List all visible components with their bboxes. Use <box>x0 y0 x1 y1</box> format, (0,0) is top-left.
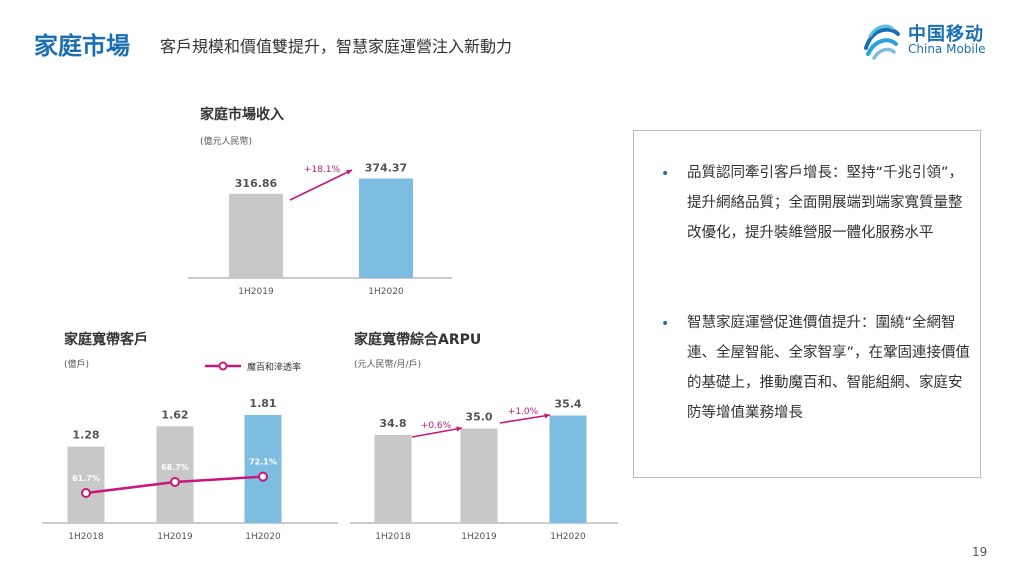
bar <box>229 193 283 278</box>
bar-value-label: 35.0 <box>465 411 492 424</box>
growth-arrow-2 <box>499 414 551 424</box>
growth-label-1: +0.6% <box>421 421 452 431</box>
arpu-chart-title: 家庭寬帶綜合ARPU <box>354 332 482 348</box>
bar-value-label: 34.8 <box>379 417 406 430</box>
legend-marker <box>218 361 228 371</box>
bar-value-label: 374.37 <box>365 161 407 174</box>
logo-text-cn: 中国移动 <box>908 24 984 45</box>
broadband-chart: 1.28 1H2018 1.62 1H2019 1.81 1H2020 61.7% 68.7%… <box>42 397 338 542</box>
x-tick-label: 1H2018 <box>375 532 411 542</box>
x-tick-label: 1H2019 <box>157 532 193 542</box>
bar-value-label: 316.86 <box>235 177 278 190</box>
bar-value-label: 1.28 <box>72 429 99 442</box>
penetration-label: 72.1% <box>249 458 277 467</box>
broadband-legend: 魔百和滲透率 <box>205 361 301 373</box>
x-tick-label: 1H2020 <box>550 532 586 542</box>
bar <box>244 414 282 523</box>
revenue-chart: 316.86 1H2019 374.37 1H2020 +18.1% <box>188 161 452 297</box>
growth-arrow-1-head <box>456 426 462 432</box>
revenue-chart-title: 家庭市場收入 <box>200 107 284 123</box>
x-tick-label: 1H2020 <box>368 287 404 297</box>
growth-arrow-head <box>346 170 352 175</box>
bar-value-label: 1.81 <box>249 397 276 410</box>
growth-label: +18.1% <box>304 165 341 175</box>
logo-mark-icon <box>864 24 900 60</box>
bar <box>460 428 498 523</box>
penetration-point <box>81 488 91 498</box>
bar <box>359 178 413 278</box>
bullet-text: 品質認同牽引客戶增長：堅持“千兆引領”，提升網絡品質；全面開展端到端家寬質量整改… <box>687 165 964 241</box>
growth-label-2: +1.0% <box>508 407 539 417</box>
page-number: 19 <box>972 545 988 559</box>
logo-text-en: China Mobile <box>908 42 986 56</box>
page-title: 家庭市場 <box>34 32 130 60</box>
x-tick-label: 1H2020 <box>245 532 281 542</box>
arpu-chart-unit: (元人民幣/月/戶) <box>354 360 422 370</box>
bar <box>156 426 194 523</box>
x-tick-label: 1H2019 <box>461 532 497 542</box>
arpu-chart: 34.8 1H2018 35.0 1H2019 35.4 1H2020 +0.6% +1.0% <box>350 398 618 542</box>
x-tick-label: 1H2019 <box>238 287 274 297</box>
bar-value-label: 35.4 <box>554 398 581 411</box>
bullet-text: 智慧家庭運營促進價值提升：圍繞“全網智連、全屋智能、全家智享”，在鞏固連接價值的… <box>687 315 971 421</box>
growth-arrow-1 <box>411 427 463 438</box>
penetration-label: 61.7% <box>72 474 100 483</box>
bar <box>549 415 587 523</box>
bullet-marker: • <box>661 166 670 182</box>
china-mobile-logo: 中国移动 China Mobile <box>860 18 1000 62</box>
penetration-label: 68.7% <box>161 463 189 472</box>
broadband-chart-title: 家庭寬帶客戶 <box>64 332 148 348</box>
highlights-box: • 品質認同牽引客戶增長：堅持“千兆引領”，提升網絡品質；全面開展端到端家寬質量… <box>633 130 981 478</box>
penetration-point <box>258 471 268 482</box>
bar <box>374 435 412 523</box>
bullet-marker: • <box>661 316 670 332</box>
bar-value-label: 1.62 <box>161 408 188 421</box>
legend-label: 魔百和滲透率 <box>247 361 301 373</box>
page-subtitle: 客戶規模和價值雙提升，智慧家庭運營注入新動力 <box>160 37 513 56</box>
bar <box>67 446 105 523</box>
growth-arrow-2-head <box>544 413 550 419</box>
revenue-chart-unit: (億元人民幣) <box>200 137 253 147</box>
broadband-chart-unit: (億戶) <box>64 360 90 370</box>
penetration-point <box>170 477 180 488</box>
growth-arrow <box>289 169 353 201</box>
x-tick-label: 1H2018 <box>68 532 104 542</box>
